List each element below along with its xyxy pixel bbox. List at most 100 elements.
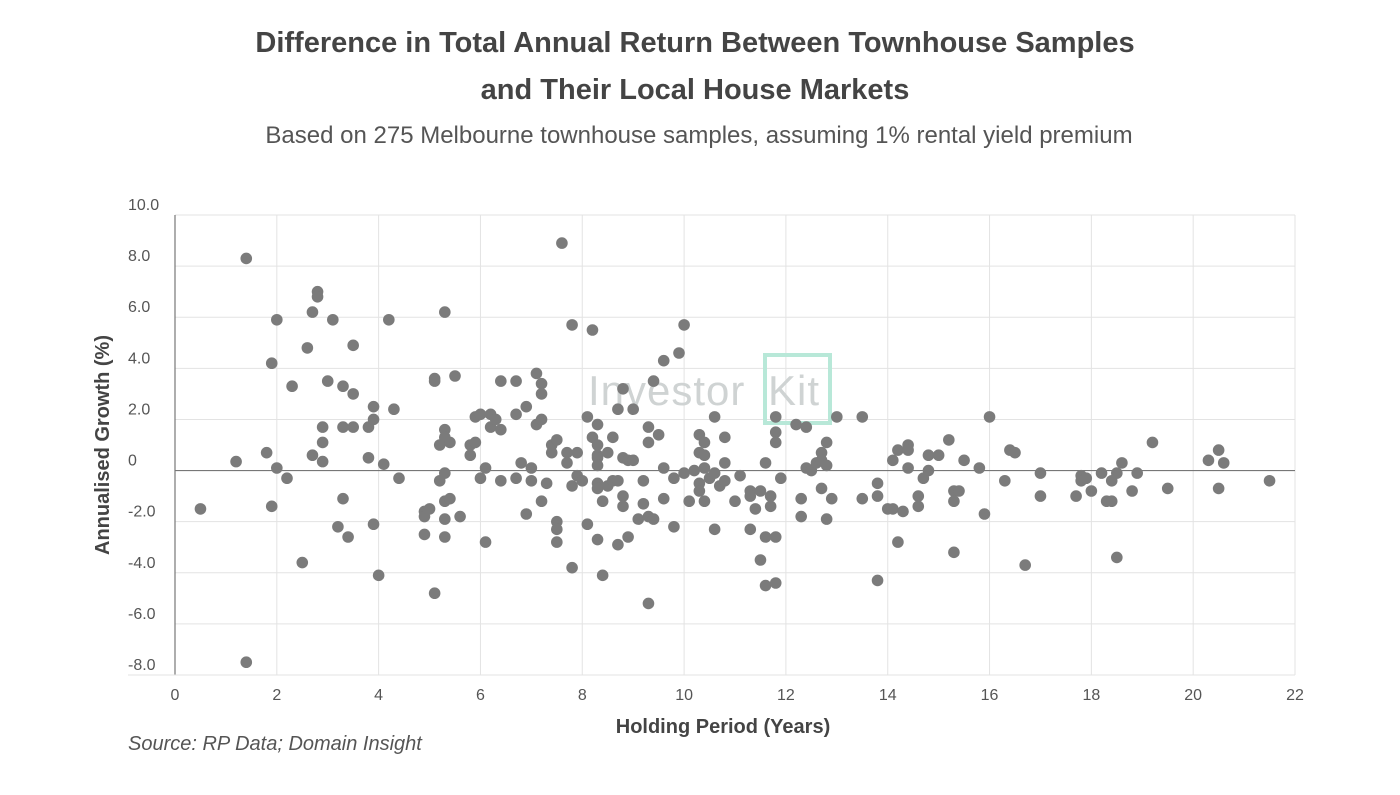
data-point bbox=[769, 426, 782, 439]
data-point bbox=[688, 464, 701, 477]
x-tick-label: 16 bbox=[981, 687, 999, 704]
data-point bbox=[535, 413, 548, 426]
data-point bbox=[306, 449, 319, 462]
data-point bbox=[566, 480, 578, 492]
data-point bbox=[912, 500, 925, 513]
data-point bbox=[1019, 559, 1031, 571]
data-point bbox=[495, 375, 507, 387]
data-point bbox=[581, 411, 594, 423]
data-point bbox=[581, 518, 594, 531]
data-point bbox=[668, 472, 680, 485]
data-point bbox=[999, 474, 1011, 487]
data-point bbox=[271, 313, 283, 326]
data-point bbox=[678, 467, 690, 479]
data-point bbox=[530, 367, 543, 380]
data-point bbox=[551, 536, 563, 548]
data-point bbox=[871, 490, 884, 502]
data-point bbox=[617, 382, 629, 395]
data-point bbox=[464, 449, 477, 462]
data-point bbox=[647, 375, 660, 387]
data-point bbox=[495, 474, 507, 487]
data-point bbox=[551, 523, 563, 536]
data-point bbox=[1095, 467, 1108, 479]
chart-title-line-2: and Their Local House Markets bbox=[480, 74, 910, 106]
data-point bbox=[607, 431, 619, 444]
data-point bbox=[286, 380, 298, 393]
data-point bbox=[749, 503, 762, 515]
data-point bbox=[708, 523, 721, 536]
data-point bbox=[561, 457, 573, 469]
data-point bbox=[377, 458, 390, 470]
data-point bbox=[260, 446, 273, 459]
data-point bbox=[1085, 485, 1098, 497]
data-point bbox=[510, 472, 522, 485]
data-point bbox=[719, 474, 731, 487]
data-point bbox=[642, 597, 655, 610]
data-point bbox=[439, 531, 451, 543]
y-tick-label: -2.0 bbox=[128, 504, 156, 521]
data-point bbox=[769, 531, 782, 543]
data-point bbox=[1212, 482, 1225, 495]
data-point bbox=[744, 490, 757, 502]
data-point bbox=[545, 446, 558, 459]
x-tick-label: 10 bbox=[675, 687, 693, 704]
data-point bbox=[815, 482, 828, 495]
data-point bbox=[642, 436, 655, 449]
data-point bbox=[474, 408, 487, 421]
data-point bbox=[769, 577, 782, 589]
data-point bbox=[281, 472, 293, 485]
data-point bbox=[495, 423, 507, 436]
y-tick-label: -6.0 bbox=[128, 606, 156, 623]
data-point bbox=[1111, 551, 1123, 564]
chart-title-line-1: Difference in Total Annual Return Betwee… bbox=[255, 27, 1135, 59]
data-point bbox=[871, 477, 884, 490]
data-point bbox=[622, 531, 634, 543]
y-axis-label: Annualised Growth (%) bbox=[92, 335, 114, 555]
data-point bbox=[551, 434, 563, 446]
data-point bbox=[591, 533, 604, 546]
data-point bbox=[637, 497, 650, 510]
data-point bbox=[647, 513, 660, 525]
data-point bbox=[978, 508, 991, 520]
data-point bbox=[943, 434, 955, 446]
x-tick-label: 22 bbox=[1286, 687, 1304, 704]
data-point bbox=[316, 421, 329, 433]
data-point bbox=[418, 528, 431, 541]
data-point bbox=[831, 411, 843, 423]
data-point bbox=[265, 357, 278, 370]
data-point bbox=[856, 411, 869, 423]
data-point bbox=[321, 375, 334, 387]
data-point bbox=[617, 490, 629, 502]
data-point bbox=[764, 500, 777, 513]
data-point bbox=[892, 444, 904, 456]
data-point bbox=[265, 500, 278, 513]
data-point bbox=[332, 520, 344, 533]
data-point bbox=[591, 418, 604, 431]
y-tick-label: 4.0 bbox=[128, 350, 150, 367]
y-tick-label: 0 bbox=[128, 453, 137, 470]
data-point bbox=[983, 411, 996, 423]
data-point bbox=[871, 574, 884, 587]
data-point bbox=[296, 556, 309, 569]
data-point bbox=[1131, 467, 1143, 479]
data-point bbox=[657, 462, 670, 474]
data-point bbox=[479, 536, 492, 548]
data-point bbox=[668, 520, 680, 533]
data-point bbox=[327, 313, 339, 326]
data-point bbox=[439, 467, 451, 479]
data-point bbox=[1034, 490, 1047, 502]
y-axis-ticks: 10.0 8.0 6.0 4.0 2.0 0 -2.0 -4.0 -6.0 -8.0 bbox=[128, 197, 159, 674]
data-point bbox=[652, 428, 665, 441]
data-point bbox=[953, 485, 965, 497]
data-point bbox=[316, 455, 329, 468]
data-point bbox=[1105, 495, 1118, 508]
data-point bbox=[657, 492, 670, 505]
chart-subtitle: Based on 275 Melbourne townhouse samples… bbox=[265, 122, 1133, 149]
data-point bbox=[612, 538, 624, 551]
data-point bbox=[367, 518, 380, 531]
data-point bbox=[301, 342, 314, 354]
data-point bbox=[637, 474, 650, 487]
data-point bbox=[535, 388, 548, 400]
data-point bbox=[856, 492, 869, 505]
data-point bbox=[520, 508, 533, 520]
